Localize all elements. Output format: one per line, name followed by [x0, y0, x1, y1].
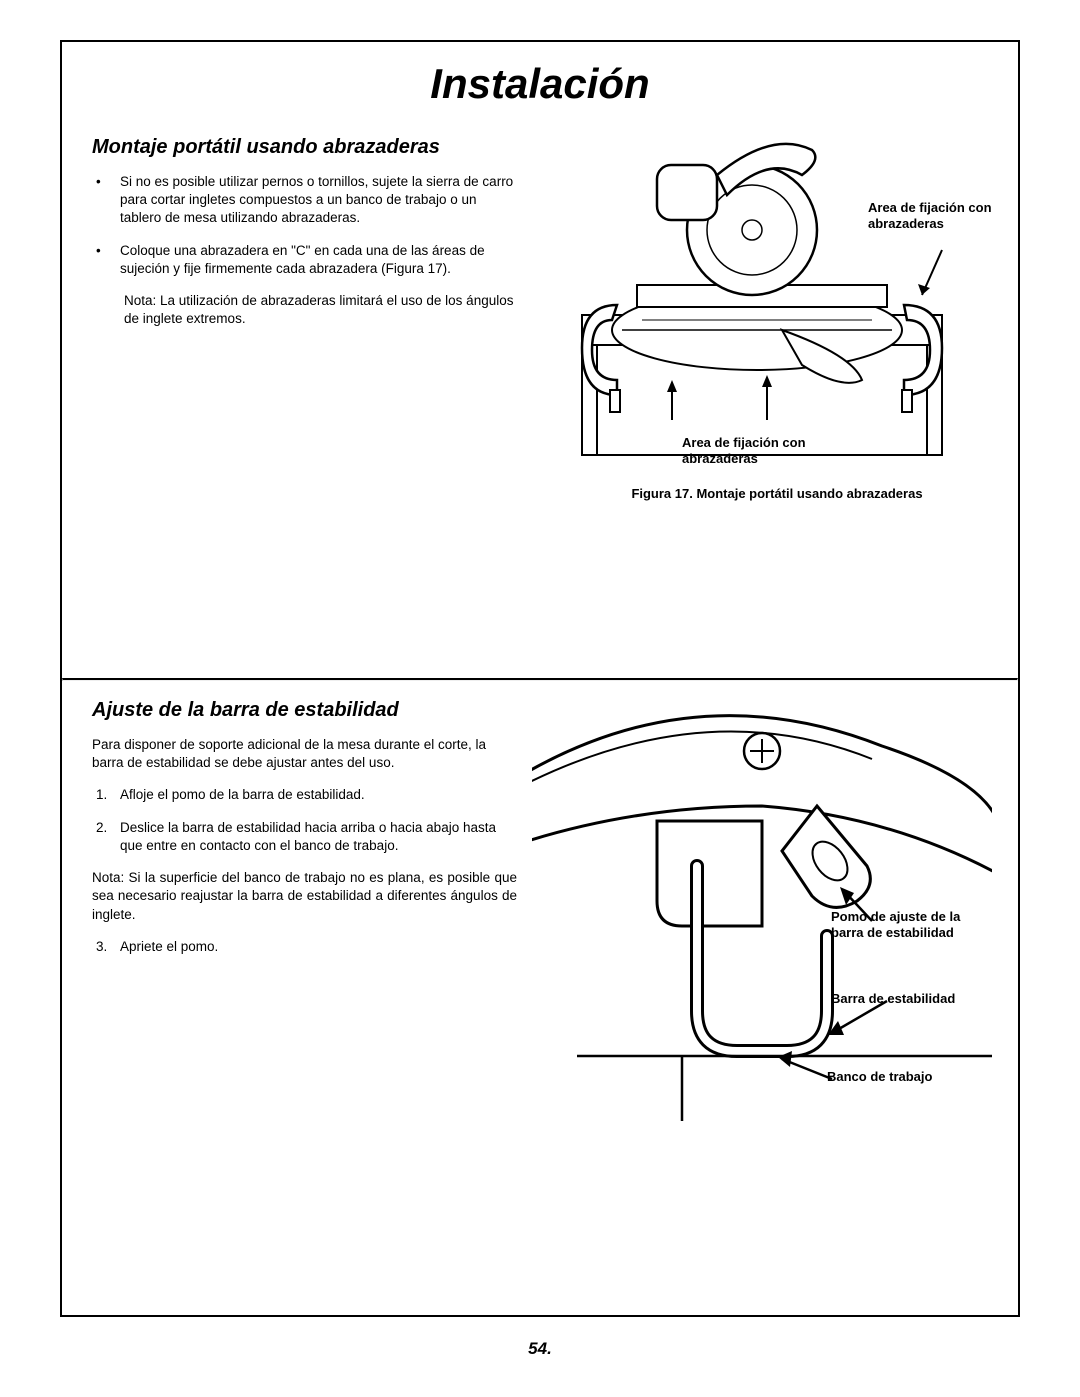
bullet-text: Si no es posible utilizar pernos o torni… [120, 173, 517, 228]
step-text: Apriete el pomo. [120, 938, 517, 956]
page-frame: Instalación Montaje portátil usando abra… [60, 40, 1020, 1317]
main-title: Instalación [62, 42, 1018, 118]
figure-stability-bar: Pomo de ajuste de la barra de estabilida… [532, 691, 992, 1121]
section2-text: Para disponer de soporte adicional de la… [92, 736, 517, 956]
section-stability-bar: Ajuste de la barra de estabilidad Para d… [62, 681, 1018, 1241]
figure2-label-knob: Pomo de ajuste de la barra de estabilida… [831, 909, 986, 940]
section-portable-mount: Montaje portátil usando abrazaderas • Si… [62, 118, 1018, 678]
figure17-caption: Figura 17. Montaje portátil usando abraz… [562, 486, 992, 501]
step-item: 3. Apriete el pomo. [92, 938, 517, 956]
figure2-label-bench: Banco de trabajo [827, 1069, 962, 1085]
miter-saw-illustration [562, 120, 992, 480]
page-number: 54. [0, 1339, 1080, 1359]
step-item: 2. Deslice la barra de estabilidad hacia… [92, 819, 517, 855]
figure-17: Area de fijación con abrazaderas Area de… [562, 120, 992, 501]
step-item: 1. Afloje el pomo de la barra de estabil… [92, 786, 517, 804]
section2-intro: Para disponer de soporte adicional de la… [92, 736, 517, 772]
step-num: 2. [92, 819, 120, 855]
figure2-label-bar: Barra de estabilidad [831, 991, 986, 1007]
bullet-dot: • [92, 242, 120, 278]
step-text: Afloje el pomo de la barra de estabilida… [120, 786, 517, 804]
section1-text: • Si no es posible utilizar pernos o tor… [92, 173, 517, 329]
bullet-item: • Si no es posible utilizar pernos o tor… [92, 173, 517, 228]
bullet-dot: • [92, 173, 120, 228]
bullet-item: • Coloque una abrazadera en "C" en cada … [92, 242, 517, 278]
section2-note: Nota: Si la superficie del banco de trab… [92, 869, 517, 924]
stability-bar-illustration [532, 691, 992, 1121]
section1-note: Nota: La utilización de abrazaderas limi… [92, 292, 517, 328]
step-text: Deslice la barra de estabilidad hacia ar… [120, 819, 517, 855]
figure17-label-bottom: Area de fijación con abrazaderas [682, 435, 832, 466]
step-num: 3. [92, 938, 120, 956]
bullet-text: Coloque una abrazadera en "C" en cada un… [120, 242, 517, 278]
step-num: 1. [92, 786, 120, 804]
figure17-label-right: Area de fijación con abrazaderas [868, 200, 998, 231]
